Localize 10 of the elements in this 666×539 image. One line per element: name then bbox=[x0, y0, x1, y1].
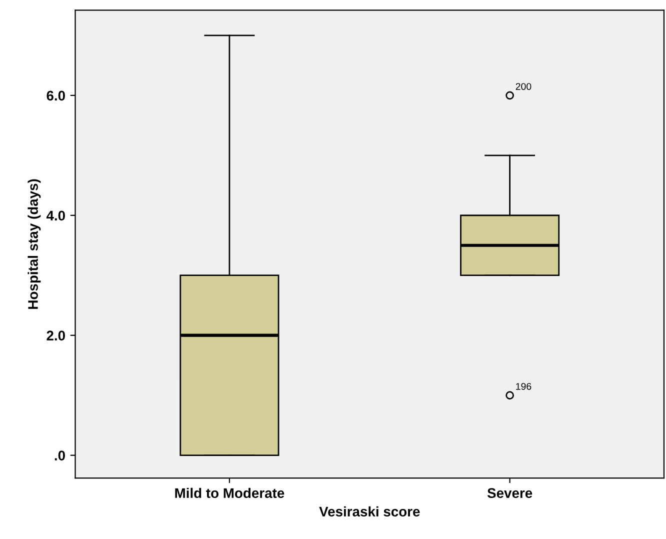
annotation: 200 bbox=[516, 83, 532, 90]
x-axis-title: Vesiraski score bbox=[319, 506, 420, 517]
y-tick-label: 2.0 bbox=[46, 330, 65, 341]
y-axis-title: Hospital stay (days) bbox=[28, 179, 41, 309]
y-tick-label: 4.0 bbox=[46, 210, 65, 221]
y-tick-label: 6.0 bbox=[46, 90, 65, 101]
y-tick-label: .0 bbox=[54, 450, 65, 460]
annotation: 196 bbox=[516, 382, 532, 390]
x-tick-label: Severe bbox=[487, 488, 532, 498]
x-tick-label: Mild to Moderate bbox=[175, 488, 284, 498]
